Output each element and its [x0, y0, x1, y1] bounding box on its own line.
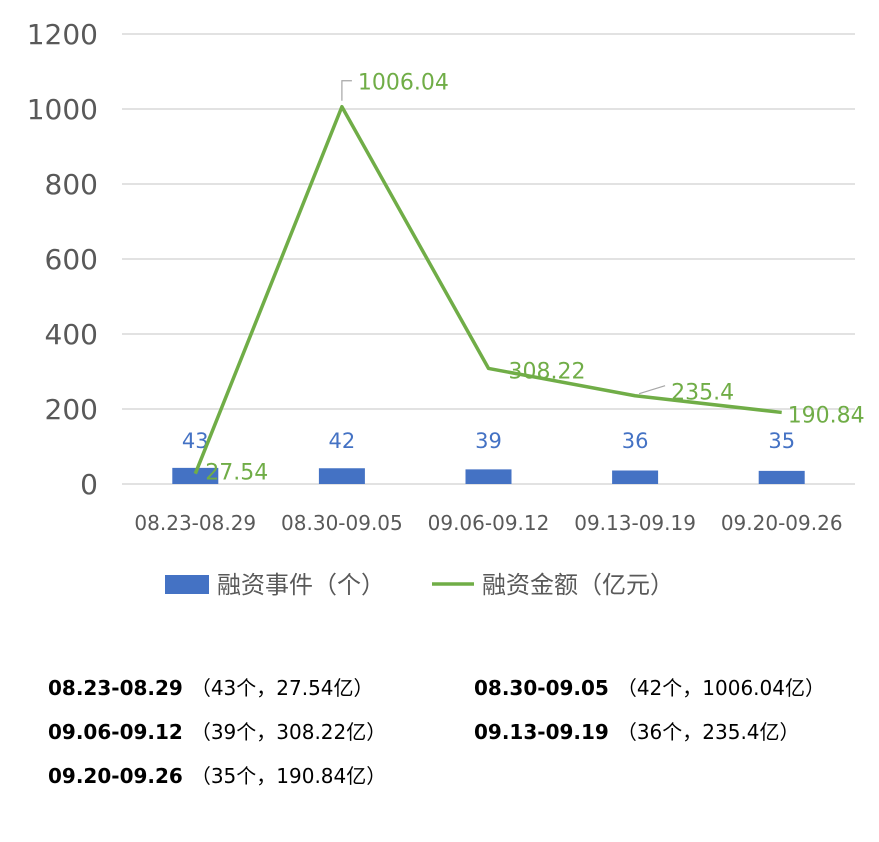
- summary-item-1: 08.23-08.29 （43个，27.54亿）: [48, 672, 374, 701]
- line-data-label: 235.4: [671, 381, 734, 406]
- legend-swatch-bar: [165, 575, 209, 594]
- y-tick-label: 800: [45, 168, 98, 201]
- summary-detail: （42个，1006.04亿）: [616, 676, 825, 700]
- x-tick-label: 08.23-08.29: [134, 511, 256, 535]
- y-tick-label: 0: [80, 468, 98, 501]
- line-data-label: 27.54: [205, 461, 268, 486]
- summary-detail: （35个，190.84亿）: [190, 764, 387, 788]
- summary-item-3: 09.06-09.12 （39个，308.22亿）: [48, 716, 386, 745]
- summary-range: 08.23-08.29: [48, 676, 183, 700]
- line-data-label: 308.22: [509, 359, 586, 384]
- summary-detail: （43个，27.54亿）: [190, 676, 374, 700]
- bar: [612, 470, 659, 484]
- bar: [172, 467, 219, 484]
- legend-label: 融资金额（亿元）: [482, 571, 674, 599]
- summary-range: 08.30-09.05: [474, 676, 609, 700]
- x-tick-label: 09.06-09.12: [428, 511, 550, 535]
- x-tick-label: 08.30-09.05: [281, 511, 403, 535]
- line-data-label: 1006.04: [358, 71, 449, 96]
- bar-data-label: 36: [622, 429, 649, 453]
- y-tick-label: 400: [45, 318, 98, 351]
- bar-data-label: 39: [475, 429, 502, 453]
- bar: [758, 470, 805, 484]
- bar-data-label: 42: [329, 429, 356, 453]
- summary-range: 09.13-09.19: [474, 720, 609, 744]
- summary-range: 09.20-09.26: [48, 764, 183, 788]
- summary-item-4: 09.13-09.19 （36个，235.4亿）: [474, 716, 800, 745]
- bar-data-label: 35: [768, 429, 795, 453]
- y-tick-label: 1200: [27, 18, 98, 51]
- summary-detail: （36个，235.4亿）: [616, 720, 800, 744]
- x-tick-label: 09.20-09.26: [721, 511, 843, 535]
- label-leader-line: [638, 385, 666, 395]
- chart: 0 200 400 600 800 1000 1200 08.23-08.29 08.30-09…: [27, 18, 865, 599]
- legend-label: 融资事件（个）: [217, 571, 385, 599]
- bar: [465, 469, 512, 484]
- bar: [318, 468, 365, 484]
- line-data-label: 190.84: [788, 403, 865, 428]
- summary-detail: （39个，308.22亿）: [190, 720, 387, 744]
- summary-item-2: 08.30-09.05 （42个，1006.04亿）: [474, 672, 825, 701]
- label-leader-line: [341, 80, 352, 101]
- x-tick-label: 09.13-09.19: [574, 511, 696, 535]
- y-tick-label: 600: [45, 243, 98, 276]
- y-tick-label: 1000: [27, 93, 98, 126]
- y-tick-label: 200: [45, 393, 98, 426]
- line-series: [193, 104, 782, 475]
- summary-item-5: 09.20-09.26 （35个，190.84亿）: [48, 760, 386, 789]
- summary-range: 09.06-09.12: [48, 720, 183, 744]
